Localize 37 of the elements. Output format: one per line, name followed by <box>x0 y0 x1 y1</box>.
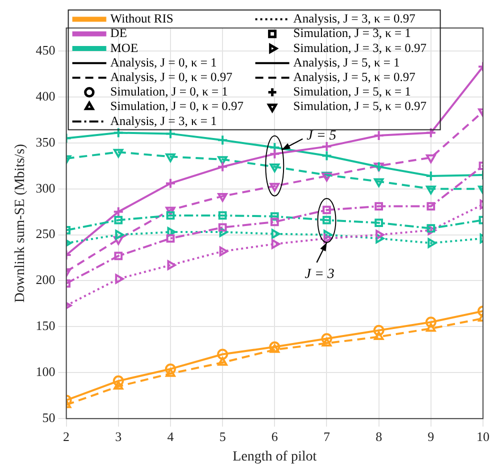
x-tick-label: 10 <box>476 428 490 444</box>
annotation: Simulation, J = 5, κ = 0.97 <box>293 99 427 114</box>
x-tick-label: 2 <box>63 428 70 444</box>
y-axis-title: Downlink sum-SE (Mbits/s) <box>13 144 28 303</box>
y-tick-label: 250 <box>36 226 56 242</box>
annotation: Analysis, J = 5, κ = 0.97 <box>293 70 416 84</box>
annotation: J = 3 <box>304 267 334 282</box>
x-tick-label: 4 <box>167 428 174 444</box>
annotation: Simulation, J = 0, κ = 0.97 <box>110 99 244 114</box>
annotation: Simulation, J = 3, κ = 0.97 <box>293 40 427 55</box>
annotation: Analysis, J = 5, κ = 1 <box>293 55 400 70</box>
x-tick-label: 3 <box>115 428 122 444</box>
annotation: J = 5 <box>306 128 336 144</box>
y-tick-label: 50 <box>42 410 56 426</box>
annotation: Simulation, J = 0, κ = 1 <box>110 84 228 99</box>
text: Analysis, J = 3, κ = 0.97 <box>293 12 416 26</box>
y-tick-label: 200 <box>36 272 56 288</box>
annotation: Analysis, J = 0, κ = 0.97 <box>110 70 232 84</box>
x-tick-label: 9 <box>428 428 434 444</box>
annotation: Simulation, J = 3, κ = 1 <box>293 26 411 40</box>
annotation: Analysis, J = 3, κ = 1 <box>110 114 217 128</box>
annotation: MOE <box>110 40 138 55</box>
x-axis-title: Length of pilot <box>232 449 317 464</box>
x-tick-label: 5 <box>219 428 226 444</box>
annotation: DE <box>110 26 128 40</box>
x-tick-label: 6 <box>271 428 278 444</box>
y-tick-label: 300 <box>36 180 56 196</box>
y-tick-label: 400 <box>36 88 56 104</box>
text: Without RIS <box>110 12 174 26</box>
x-tick-label: 7 <box>323 428 330 444</box>
x-tick-label: 8 <box>376 428 382 444</box>
y-tick-label: 350 <box>36 134 56 150</box>
annotation: Simulation, J = 5, κ = 1 <box>293 84 411 99</box>
y-tick-label: 100 <box>36 364 56 380</box>
y-tick-label: 450 <box>36 42 56 58</box>
y-tick-label: 150 <box>36 318 56 334</box>
annotation: Analysis, J = 0, κ = 1 <box>110 55 217 70</box>
